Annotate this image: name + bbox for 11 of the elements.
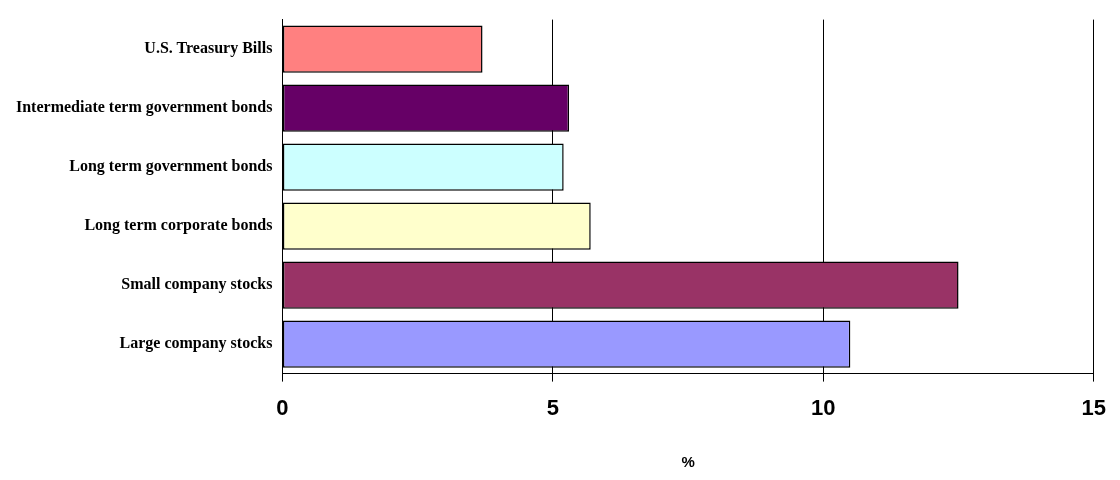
y-tick-label: Large company stocks	[119, 334, 273, 353]
x-tick-label: 0	[276, 394, 289, 420]
y-tick-label: Small company stocks	[121, 275, 273, 294]
x-tick-label: 5	[546, 394, 559, 420]
x-tick-label: 15	[1081, 394, 1107, 420]
y-tick-label: U.S. Treasury Bills	[144, 39, 273, 58]
x-axis-title: %	[681, 453, 695, 471]
y-tick-label: Long term government bonds	[69, 157, 273, 176]
x-tick-label: 10	[811, 394, 836, 420]
y-tick-label: Intermediate term government bonds	[15, 98, 273, 117]
y-tick-label: Long term corporate bonds	[84, 216, 273, 235]
